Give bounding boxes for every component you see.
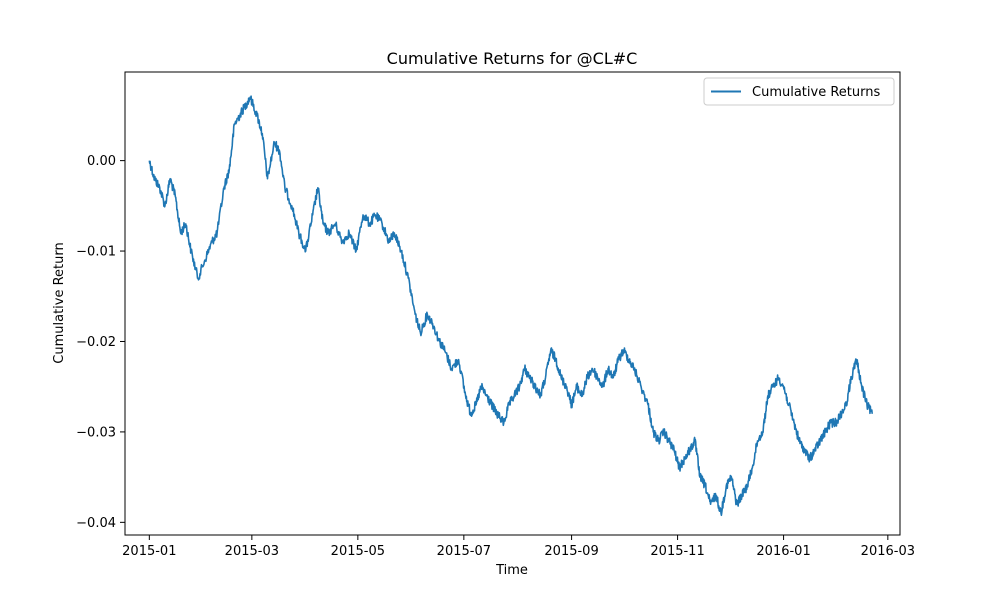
legend-label: Cumulative Returns <box>752 85 880 100</box>
x-tick-label: 2015-05 <box>331 544 385 559</box>
x-tick-label: 2015-03 <box>225 544 279 559</box>
series-line <box>148 95 873 517</box>
x-axis-label: Time <box>495 563 528 578</box>
plot-area <box>148 95 873 517</box>
chart-title: Cumulative Returns for @CL#C <box>387 49 638 68</box>
y-tick-label: −0.03 <box>76 425 116 440</box>
x-tick-label: 2016-01 <box>756 544 810 559</box>
x-tick-label: 2015-07 <box>437 544 491 559</box>
y-tick-label: −0.01 <box>76 245 116 260</box>
y-tick-label: 0.00 <box>87 154 116 169</box>
x-tick-label: 2015-09 <box>544 544 598 559</box>
y-axis: 0.00 −0.01 −0.02 −0.03 −0.04 <box>76 154 125 531</box>
x-tick-label: 2015-01 <box>122 544 176 559</box>
x-axis: 2015-01 2015-03 2015-05 2015-07 2015-09 2015-… <box>122 535 915 559</box>
axes-frame <box>124 71 901 536</box>
y-axis-label: Cumulative Return <box>52 242 67 363</box>
legend-box <box>703 77 895 106</box>
x-tick-label: 2016-03 <box>861 544 915 559</box>
y-tick-label: −0.04 <box>76 516 116 531</box>
legend: Cumulative Returns <box>703 77 895 106</box>
y-tick-label: −0.02 <box>76 335 116 350</box>
x-tick-label: 2015-11 <box>650 544 704 559</box>
